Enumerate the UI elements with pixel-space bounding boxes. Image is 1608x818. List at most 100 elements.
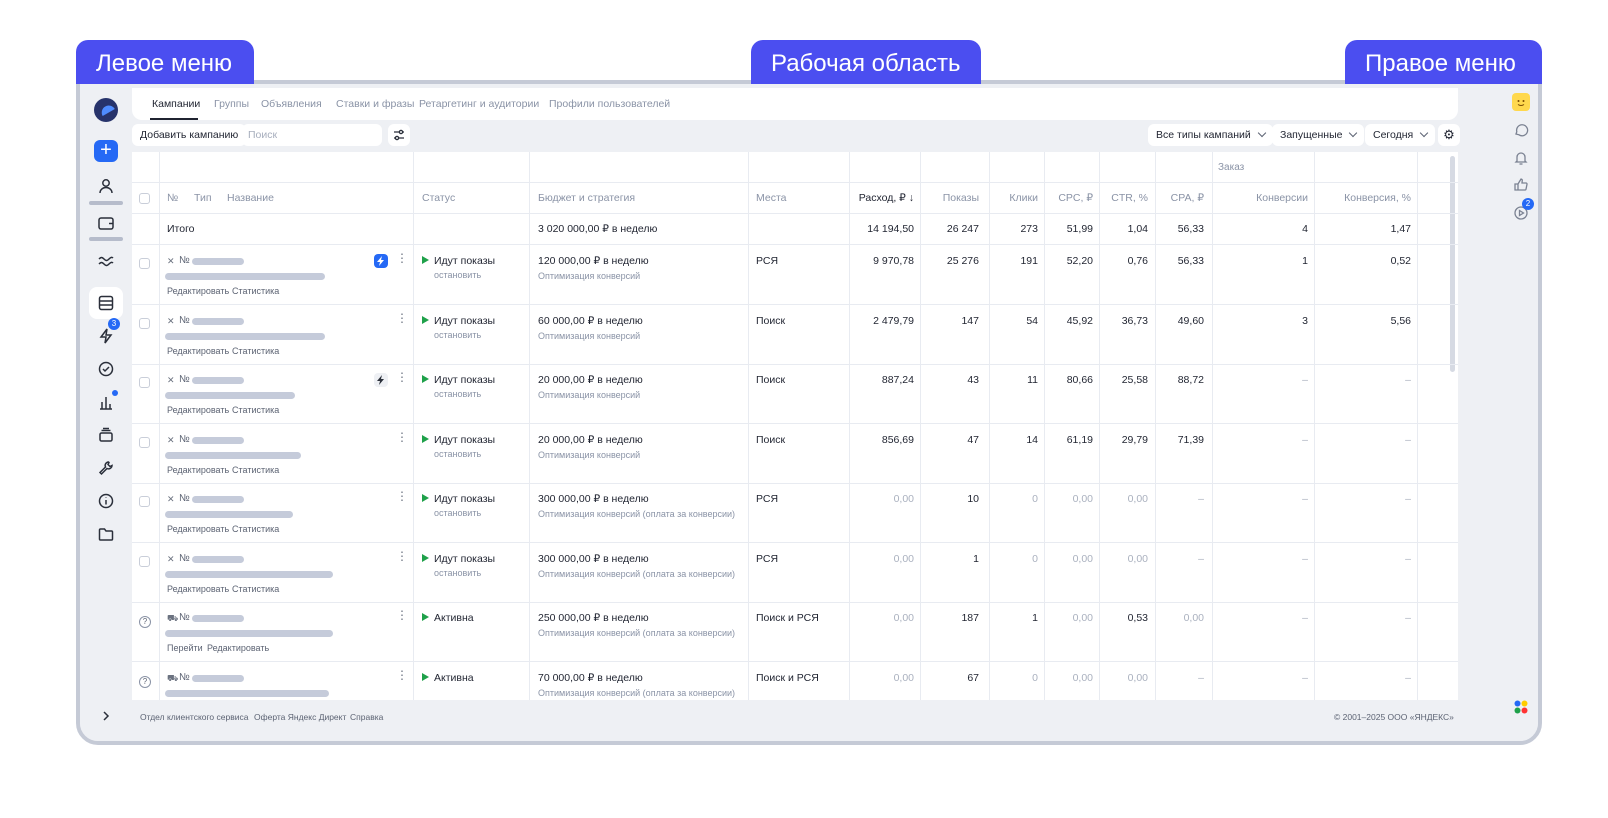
filter-settings-button[interactable]	[388, 124, 410, 146]
stop-link[interactable]: остановить	[434, 330, 482, 340]
row-checkbox[interactable]	[139, 377, 150, 388]
stop-link[interactable]: остановить	[434, 449, 482, 459]
select-all-checkbox[interactable]	[139, 193, 150, 204]
campaign-name-redacted[interactable]	[165, 630, 333, 637]
tab-campaigns[interactable]: Кампании	[152, 98, 201, 110]
campaign-name-redacted[interactable]	[165, 452, 301, 459]
campaign-name-redacted[interactable]	[165, 690, 329, 697]
column-header-cost[interactable]: Расход, ₽ ↓	[858, 192, 914, 204]
stop-link[interactable]: остановить	[434, 389, 482, 399]
wrench-icon[interactable]	[94, 456, 118, 480]
tab-ads[interactable]: Объявления	[261, 98, 322, 110]
column-header-cpc[interactable]: CPC, ₽	[1058, 192, 1093, 204]
column-header-conversions[interactable]: Конверсии	[1256, 192, 1308, 204]
stop-link[interactable]: остановить	[434, 508, 482, 518]
campaign-link-secondary[interactable]: Редактировать	[207, 643, 270, 653]
more-actions-icon[interactable]: ⋮	[396, 251, 408, 265]
add-campaign-button[interactable]: Добавить кампанию	[132, 124, 247, 146]
autotarget-bolt-icon[interactable]	[374, 373, 388, 387]
more-actions-icon[interactable]: ⋮	[396, 668, 408, 682]
wallet-icon[interactable]	[94, 211, 118, 235]
row-checkbox[interactable]	[139, 556, 150, 567]
column-header-type[interactable]: Тип	[194, 192, 212, 204]
tab-bids[interactable]: Ставки и фразы	[336, 98, 415, 110]
period-select[interactable]: Сегодня	[1365, 124, 1436, 146]
campaigns-table-icon[interactable]	[94, 291, 118, 315]
video-play-icon[interactable]	[1512, 204, 1530, 222]
state-filter-select[interactable]: Запущенные	[1272, 124, 1365, 146]
campaign-name-redacted[interactable]	[165, 511, 293, 518]
footer: Отдел клиентского сервиса Оферта Яндекс …	[132, 708, 1508, 728]
campaign-name-redacted[interactable]	[165, 392, 295, 399]
info-icon[interactable]	[94, 489, 118, 513]
footer-link-offer[interactable]: Оферта Яндекс Директ	[254, 712, 347, 722]
more-actions-icon[interactable]: ⋮	[396, 608, 408, 622]
more-actions-icon[interactable]: ⋮	[396, 370, 408, 384]
stop-link[interactable]: остановить	[434, 270, 482, 280]
campaign-name-redacted[interactable]	[165, 571, 333, 578]
lightning-icon[interactable]	[94, 324, 118, 348]
cell-cost: 887,24	[881, 374, 914, 386]
user-icon[interactable]	[94, 174, 118, 198]
column-header-conv-rate[interactable]: Конверсия, %	[1344, 192, 1411, 204]
tab-retargeting[interactable]: Ретаргетинг и аудитории	[419, 98, 540, 110]
campaign-name-redacted[interactable]	[165, 333, 325, 340]
more-actions-icon[interactable]: ⋮	[396, 489, 408, 503]
column-header-name[interactable]: Название	[227, 192, 274, 204]
tab-user-profiles[interactable]: Профили пользователей	[549, 98, 671, 110]
stop-link[interactable]: остановить	[434, 568, 482, 578]
campaign-types-select[interactable]: Все типы кампаний	[1148, 124, 1273, 146]
row-checkbox[interactable]	[139, 318, 150, 329]
vertical-scrollbar[interactable]	[1450, 156, 1455, 372]
bar-chart-icon[interactable]	[94, 390, 118, 414]
campaign-link-primary[interactable]: Редактировать	[167, 465, 230, 475]
campaign-link-primary[interactable]: Перейти	[167, 643, 203, 653]
archive-icon[interactable]	[94, 423, 118, 447]
campaign-link-secondary[interactable]: Статистика	[232, 584, 280, 594]
campaign-link-primary[interactable]: Редактировать	[167, 346, 230, 356]
campaign-link-secondary[interactable]: Статистика	[232, 286, 280, 296]
check-circle-icon[interactable]	[94, 357, 118, 381]
campaign-link-secondary[interactable]: Статистика	[232, 524, 280, 534]
direct-logo-icon[interactable]	[94, 98, 118, 122]
row-checkbox[interactable]	[139, 258, 150, 269]
mascot-icon[interactable]	[1512, 93, 1530, 111]
folder-icon[interactable]	[94, 522, 118, 546]
tab-groups[interactable]: Группы	[214, 98, 249, 110]
column-header-cpa[interactable]: CPA, ₽	[1170, 192, 1204, 204]
column-header-clicks[interactable]: Клики	[1009, 192, 1038, 204]
campaign-link-secondary[interactable]: Статистика	[232, 346, 280, 356]
campaign-link-secondary[interactable]: Статистика	[232, 405, 280, 415]
yandex-services-icon[interactable]	[1512, 698, 1530, 716]
chat-icon[interactable]	[1512, 121, 1530, 139]
column-header-status[interactable]: Статус	[422, 192, 456, 204]
help-icon[interactable]: ?	[139, 676, 151, 688]
wave-icon[interactable]	[94, 249, 118, 273]
column-header-budget[interactable]: Бюджет и стратегия	[538, 192, 636, 204]
campaign-link-primary[interactable]: Редактировать	[167, 405, 230, 415]
create-plus-button[interactable]: +	[94, 140, 118, 162]
campaign-name-redacted[interactable]	[165, 273, 325, 280]
column-header-ctr[interactable]: CTR, %	[1111, 192, 1148, 204]
more-actions-icon[interactable]: ⋮	[396, 549, 408, 563]
more-actions-icon[interactable]: ⋮	[396, 430, 408, 444]
column-header-impressions[interactable]: Показы	[942, 192, 979, 204]
column-header-places[interactable]: Места	[756, 192, 787, 204]
campaign-link-secondary[interactable]: Статистика	[232, 465, 280, 475]
campaign-link-primary[interactable]: Редактировать	[167, 584, 230, 594]
expand-chevron-icon[interactable]	[94, 704, 118, 728]
more-actions-icon[interactable]: ⋮	[396, 311, 408, 325]
campaign-link-primary[interactable]: Редактировать	[167, 286, 230, 296]
footer-link-help[interactable]: Справка	[350, 712, 384, 722]
column-header-num[interactable]: №	[167, 192, 179, 204]
autotarget-bolt-icon[interactable]	[374, 254, 388, 268]
bell-icon[interactable]	[1512, 149, 1530, 167]
row-checkbox[interactable]	[139, 437, 150, 448]
help-icon[interactable]: ?	[139, 616, 151, 628]
search-input[interactable]: Поиск	[242, 124, 382, 146]
footer-link-support[interactable]: Отдел клиентского сервиса	[140, 712, 249, 722]
gear-button[interactable]: ⚙	[1438, 124, 1460, 146]
campaign-link-primary[interactable]: Редактировать	[167, 524, 230, 534]
thumbs-up-icon[interactable]	[1512, 176, 1530, 194]
row-checkbox[interactable]	[139, 496, 150, 507]
